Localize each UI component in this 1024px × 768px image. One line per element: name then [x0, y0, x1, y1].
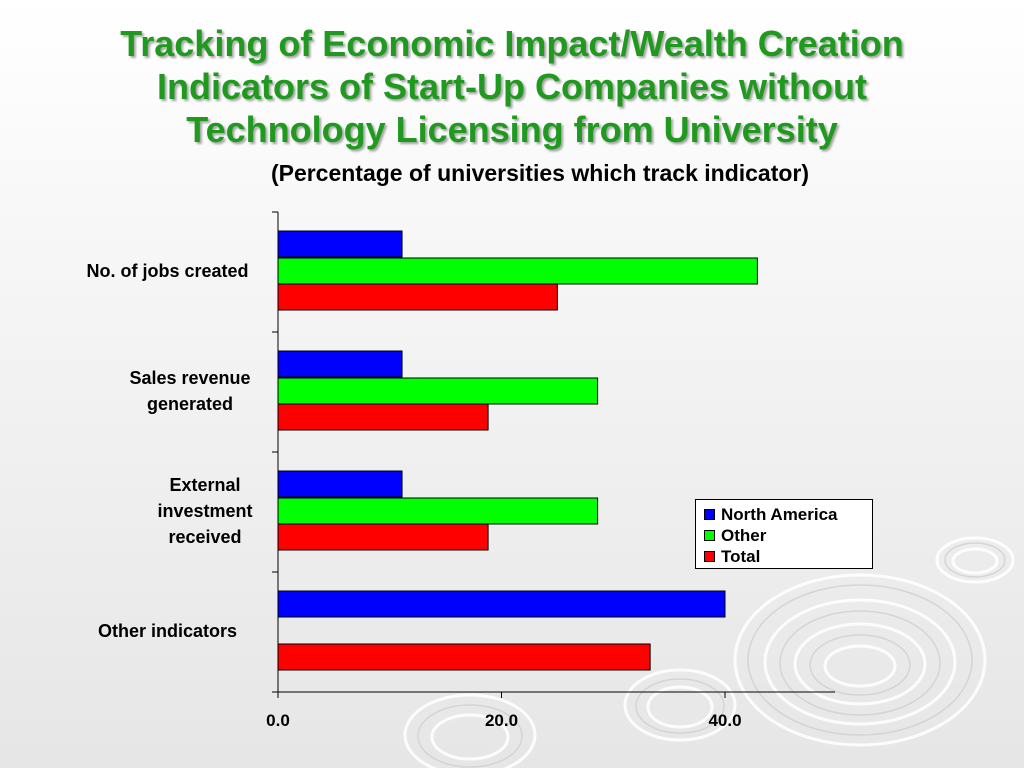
category-label: Sales revenue generated — [100, 365, 280, 417]
slide-title: Tracking of Economic Impact/Wealth Creat… — [0, 22, 1024, 151]
x-tick-label: 20.0 — [485, 711, 518, 730]
legend-swatch — [704, 530, 715, 541]
bar — [277, 643, 651, 671]
legend: North America Other Total — [695, 499, 873, 569]
bar — [277, 230, 403, 258]
legend-swatch — [704, 509, 715, 520]
bar — [277, 590, 726, 618]
x-tick-label: 40.0 — [708, 711, 741, 730]
legend-item-north-america: North America — [704, 504, 864, 525]
bar — [277, 350, 403, 378]
title-line: Tracking of Economic Impact/Wealth Creat… — [120, 23, 904, 64]
bar — [277, 377, 599, 405]
bar — [277, 403, 489, 431]
category-label: External investment received — [140, 472, 270, 550]
legend-item-other: Other — [704, 525, 864, 546]
category-label-line: Other indicators — [97, 621, 238, 641]
legend-swatch — [704, 551, 715, 562]
category-label-line: generated — [146, 394, 234, 414]
title-line: Technology Licensing from University — [186, 109, 838, 150]
bar — [277, 497, 599, 525]
bar — [277, 523, 489, 551]
title-line: Indicators of Start-Up Companies without — [156, 66, 867, 107]
title-block: Tracking of Economic Impact/Wealth Creat… — [0, 22, 1024, 151]
legend-label: Other — [721, 525, 767, 545]
bar — [277, 470, 403, 498]
category-label-line: External — [169, 475, 241, 495]
category-label-line: No. of jobs created — [86, 261, 249, 281]
legend-item-total: Total — [704, 546, 864, 567]
category-label: No. of jobs created — [60, 258, 275, 284]
chart-subtitle: (Percentage of universities which track … — [270, 160, 810, 186]
bar — [277, 283, 558, 311]
x-tick-label: 0.0 — [266, 711, 290, 730]
category-label: Other indicators — [70, 618, 265, 644]
category-label-line: investment — [157, 501, 253, 521]
category-label-line: Sales revenue — [129, 368, 251, 388]
legend-label: Total — [721, 546, 761, 566]
bar — [277, 257, 758, 285]
legend-label: North America — [721, 504, 838, 524]
category-label-line: received — [168, 527, 242, 547]
